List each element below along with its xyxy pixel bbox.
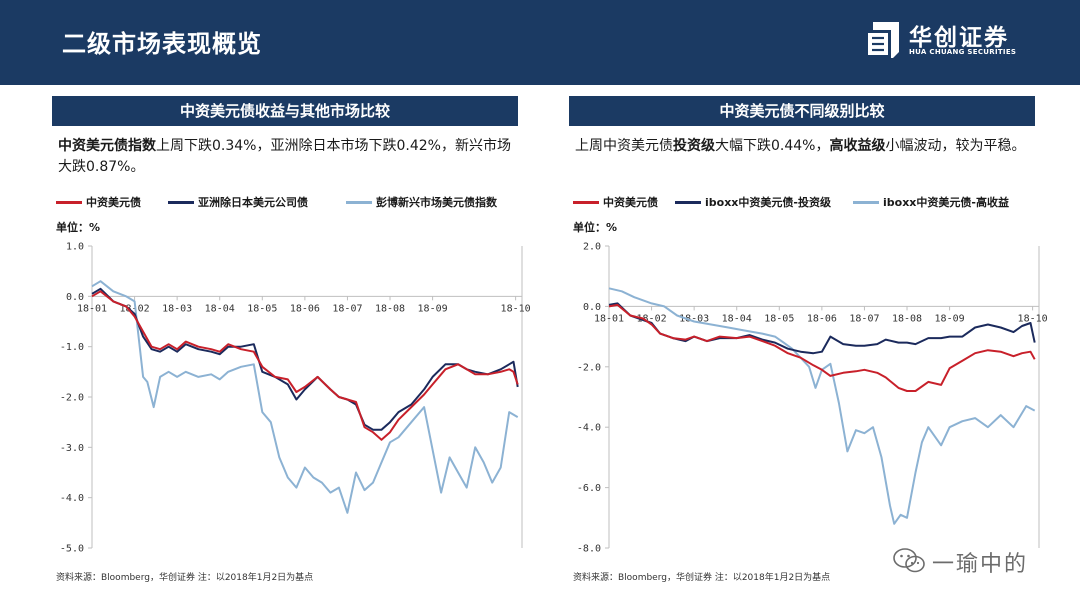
wechat-watermark: 一瑜中的	[892, 541, 1052, 581]
x-tick-label: 18-09	[418, 303, 448, 314]
legend-swatch	[573, 201, 599, 204]
page-title: 二级市场表现概览	[62, 30, 262, 58]
legend-swatch	[168, 201, 194, 204]
y-tick-label: -4.0	[60, 493, 84, 504]
y-tick-label: -8.0	[577, 544, 601, 555]
x-tick-label: 18-07	[849, 313, 879, 324]
desc-text: 大幅下跌0.44%，	[715, 138, 830, 154]
series-line	[91, 280, 519, 514]
x-tick-label: 18-06	[290, 303, 320, 314]
legend-label: 中资美元债	[86, 196, 141, 209]
series-line	[608, 303, 1036, 392]
panel-title: 中资美元债不同级别比较	[569, 96, 1035, 126]
y-tick-label: -4.0	[577, 423, 601, 434]
brand-name-cn: 华创证券	[909, 25, 1009, 51]
y-tick-label: -1.0	[60, 342, 84, 353]
x-tick-label: 18-10	[1018, 313, 1048, 324]
desc-text: 上周下跌0.34%，亚洲除日本市场下跌0.42%，新兴市场大跌0.87%。	[58, 138, 511, 175]
hc-logo-icon	[865, 22, 899, 58]
brand-logo: 华创证券 HUA CHUANG SECURITIES	[863, 18, 1053, 64]
y-tick-label: 0.0	[66, 292, 84, 303]
x-tick-label: 18-01	[77, 303, 107, 314]
y-tick-label: 0.0	[583, 302, 601, 313]
series-line	[91, 290, 519, 441]
legend-swatch	[346, 201, 372, 204]
panel-right: 中资美元债不同级别比较 上周中资美元债投资级大幅下跌0.44%，高收益级小幅波动…	[569, 96, 1048, 606]
desc-text: 上周中资美元债	[575, 138, 673, 154]
y-tick-label: -5.0	[60, 544, 84, 555]
x-tick-label: 18-04	[722, 313, 752, 324]
desc-text: 小幅波动，较为平稳。	[885, 138, 1026, 154]
desc-bold: 中资美元债指数	[58, 138, 156, 154]
watermark-text: 一瑜中的	[932, 552, 1029, 577]
x-tick-label: 18-01	[594, 313, 624, 324]
y-tick-label: -2.0	[577, 362, 601, 373]
chart-legend: 中资美元债 iboxx中资美元债-投资级 iboxx中资美元债-高收益	[573, 193, 1037, 211]
wechat-icon	[893, 548, 925, 573]
legend-swatch	[675, 201, 701, 204]
x-tick-label: 18-04	[205, 303, 235, 314]
y-tick-label: -2.0	[60, 393, 84, 404]
legend-label: 亚洲除日本美元公司债	[198, 196, 308, 209]
legend-swatch	[853, 201, 879, 204]
chart-legend: 中资美元债 亚洲除日本美元公司债 彭博新兴市场美元债指数	[56, 193, 520, 211]
legend-label: iboxx中资美元债-投资级	[705, 196, 831, 209]
legend-label: 彭博新兴市场美元债指数	[376, 196, 497, 209]
slide-header: 二级市场表现概览 华创证券 HUA CHUANG SECURITIES	[0, 0, 1080, 85]
source-note: 资料来源：Bloomberg，华创证券 注：以2018年1月2日为基点	[56, 573, 314, 583]
x-tick-label: 18-05	[764, 313, 794, 324]
x-tick-label: 18-08	[892, 313, 922, 324]
x-tick-label: 18-02	[637, 313, 667, 324]
legend-label: 中资美元债	[603, 196, 658, 209]
x-tick-label: 18-03	[162, 303, 192, 314]
x-tick-label: 18-03	[679, 313, 709, 324]
desc-bold: 投资级	[673, 138, 715, 154]
legend-swatch	[56, 201, 82, 204]
series-line	[608, 302, 1036, 355]
unit-label: 单位：%	[56, 221, 101, 234]
y-tick-label: -3.0	[60, 443, 84, 454]
x-tick-label: 18-09	[935, 313, 965, 324]
x-tick-label: 18-06	[807, 313, 837, 324]
panel-title: 中资美元债收益与其他市场比较	[52, 96, 518, 126]
source-note: 资料来源：Bloomberg，华创证券 注：以2018年1月2日为基点	[573, 573, 831, 583]
series-line	[608, 287, 1036, 525]
y-tick-label: -6.0	[577, 483, 601, 494]
legend-label: iboxx中资美元债-高收益	[883, 196, 1009, 209]
unit-label: 单位：%	[573, 221, 618, 234]
x-tick-label: 18-07	[332, 303, 362, 314]
line-chart: 2.0 0.0 -2.0 -4.0 -6.0 -8.0 18-01 18-02 18-03 18-…	[577, 242, 1048, 555]
line-chart: 1.00.0-1.0-2.0-3.0-4.0-5.018-01 18-02 18-0…	[60, 242, 531, 555]
panel-description: 中资美元债指数上周下跌0.34%，亚洲除日本市场下跌0.42%，新兴市场大跌0.…	[58, 136, 518, 178]
panel-description: 上周中资美元债投资级大幅下跌0.44%，高收益级小幅波动，较为平稳。	[575, 136, 1035, 157]
desc-bold: 高收益级	[829, 138, 886, 154]
y-tick-label: 2.0	[583, 242, 601, 253]
x-tick-label: 18-10	[501, 303, 531, 314]
brand-name-en: HUA CHUANG SECURITIES	[909, 48, 1017, 56]
panel-left: 中资美元债收益与其他市场比较 中资美元债指数上周下跌0.34%，亚洲除日本市场下…	[52, 96, 531, 606]
y-tick-label: 1.0	[66, 242, 84, 253]
x-tick-label: 18-08	[375, 303, 405, 314]
x-tick-label: 18-05	[247, 303, 277, 314]
